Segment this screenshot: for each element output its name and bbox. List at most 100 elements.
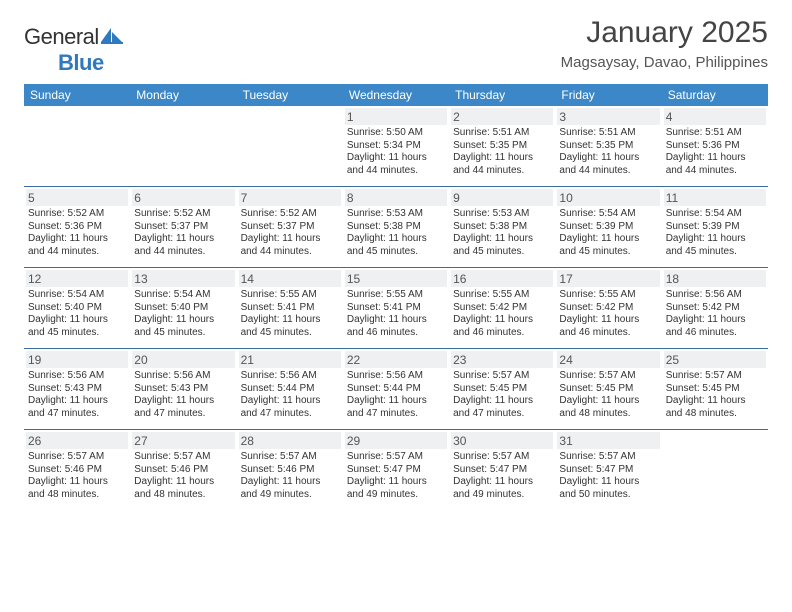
day-details: Sunrise: 5:57 AM Sunset: 5:45 PM Dayligh… — [559, 370, 657, 420]
day-number: 26 — [26, 432, 128, 449]
calendar-day-cell: 8Sunrise: 5:53 AM Sunset: 5:38 PM Daylig… — [343, 187, 449, 267]
day-details: Sunrise: 5:54 AM Sunset: 5:40 PM Dayligh… — [134, 289, 232, 339]
day-details: Sunrise: 5:57 AM Sunset: 5:45 PM Dayligh… — [666, 370, 764, 420]
day-number: 6 — [132, 189, 234, 206]
calendar-day-cell: 28Sunrise: 5:57 AM Sunset: 5:46 PM Dayli… — [237, 430, 343, 510]
day-number: 13 — [132, 270, 234, 287]
calendar-day-cell: 4 Sunrise: 5:51 AM Sunset: 5:36 PM Daylig… — [662, 106, 768, 186]
calendar-day-cell — [24, 106, 130, 186]
day-details: Sunrise: 5:56 AM Sunset: 5:44 PM Dayligh… — [241, 370, 339, 420]
day-details: Sunrise: 5:55 AM Sunset: 5:41 PM Dayligh… — [347, 289, 445, 339]
dow-header-cell: Thursday — [449, 84, 555, 106]
calendar-day-cell — [662, 430, 768, 510]
day-number: 3 — [557, 108, 659, 125]
dow-header-cell: Monday — [130, 84, 236, 106]
day-number: 4 — [664, 108, 766, 125]
day-number — [664, 432, 766, 435]
day-details: Sunrise: 5:56 AM Sunset: 5:42 PM Dayligh… — [666, 289, 764, 339]
day-number: 1 — [345, 108, 447, 125]
calendar-day-cell: 17Sunrise: 5:55 AM Sunset: 5:42 PM Dayli… — [555, 268, 661, 348]
day-number: 5 — [26, 189, 128, 206]
page: General Blue January 2025 Magsaysay, Dav… — [0, 0, 792, 612]
calendar-day-cell — [130, 106, 236, 186]
day-number: 16 — [451, 270, 553, 287]
calendar-day-cell: 26 Sunrise: 5:57 AM Sunset: 5:46 PM Dayli… — [24, 430, 130, 510]
calendar-day-cell: 5 Sunrise: 5:52 AM Sunset: 5:36 PM Daylig… — [24, 187, 130, 267]
dow-header-cell: Sunday — [24, 84, 130, 106]
day-details: Sunrise: 5:51 AM Sunset: 5:36 PM Dayligh… — [666, 127, 764, 177]
day-number: 27 — [132, 432, 234, 449]
dow-header-cell: Saturday — [662, 84, 768, 106]
day-details: Sunrise: 5:56 AM Sunset: 5:44 PM Dayligh… — [347, 370, 445, 420]
calendar-day-cell: 31Sunrise: 5:57 AM Sunset: 5:47 PM Dayli… — [555, 430, 661, 510]
day-number: 7 — [239, 189, 341, 206]
day-details: Sunrise: 5:56 AM Sunset: 5:43 PM Dayligh… — [28, 370, 126, 420]
calendar-day-cell: 27 Sunrise: 5:57 AM Sunset: 5:46 PM Dayli… — [130, 430, 236, 510]
calendar-week-row: 5 Sunrise: 5:52 AM Sunset: 5:36 PM Daylig… — [24, 187, 768, 268]
day-of-week-header: SundayMondayTuesdayWednesdayThursdayFrid… — [24, 84, 768, 106]
calendar-day-cell: 25 Sunrise: 5:57 AM Sunset: 5:45 PM Dayli… — [662, 349, 768, 429]
dow-header-cell: Wednesday — [343, 84, 449, 106]
day-details: Sunrise: 5:54 AM Sunset: 5:40 PM Dayligh… — [28, 289, 126, 339]
day-details: Sunrise: 5:56 AM Sunset: 5:43 PM Dayligh… — [134, 370, 232, 420]
day-number — [132, 108, 234, 111]
calendar-day-cell: 21 Sunrise: 5:56 AM Sunset: 5:44 PM Dayli… — [237, 349, 343, 429]
day-number: 28 — [239, 432, 341, 449]
day-number — [239, 108, 341, 111]
calendar-day-cell: 12 Sunrise: 5:54 AM Sunset: 5:40 PM Dayli… — [24, 268, 130, 348]
day-details: Sunrise: 5:57 AM Sunset: 5:46 PM Dayligh… — [134, 451, 232, 501]
calendar-day-cell: 1Sunrise: 5:50 AM Sunset: 5:34 PM Daylig… — [343, 106, 449, 186]
day-number: 25 — [664, 351, 766, 368]
calendar-week-row: 19 Sunrise: 5:56 AM Sunset: 5:43 PM Dayli… — [24, 349, 768, 430]
day-details: Sunrise: 5:54 AM Sunset: 5:39 PM Dayligh… — [559, 208, 657, 258]
day-details: Sunrise: 5:55 AM Sunset: 5:42 PM Dayligh… — [559, 289, 657, 339]
page-subtitle: Magsaysay, Davao, Philippines — [561, 54, 768, 71]
logo-sail-icon — [101, 28, 123, 49]
calendar-week-row: 26 Sunrise: 5:57 AM Sunset: 5:46 PM Dayli… — [24, 430, 768, 510]
calendar-day-cell: 19 Sunrise: 5:56 AM Sunset: 5:43 PM Dayli… — [24, 349, 130, 429]
day-details: Sunrise: 5:57 AM Sunset: 5:46 PM Dayligh… — [28, 451, 126, 501]
dow-header-cell: Tuesday — [237, 84, 343, 106]
calendar-day-cell: 15Sunrise: 5:55 AM Sunset: 5:41 PM Dayli… — [343, 268, 449, 348]
day-number: 12 — [26, 270, 128, 287]
day-number: 30 — [451, 432, 553, 449]
calendar-day-cell: 3 Sunrise: 5:51 AM Sunset: 5:35 PM Daylig… — [555, 106, 661, 186]
calendar-day-cell: 24 Sunrise: 5:57 AM Sunset: 5:45 PM Dayli… — [555, 349, 661, 429]
day-number: 22 — [345, 351, 447, 368]
calendar-week-row: 12 Sunrise: 5:54 AM Sunset: 5:40 PM Dayli… — [24, 268, 768, 349]
calendar-day-cell: 18 Sunrise: 5:56 AM Sunset: 5:42 PM Dayli… — [662, 268, 768, 348]
day-details: Sunrise: 5:54 AM Sunset: 5:39 PM Dayligh… — [666, 208, 764, 258]
day-details: Sunrise: 5:53 AM Sunset: 5:38 PM Dayligh… — [453, 208, 551, 258]
day-number: 2 — [451, 108, 553, 125]
calendar-week-row: 1Sunrise: 5:50 AM Sunset: 5:34 PM Daylig… — [24, 106, 768, 187]
day-number: 24 — [557, 351, 659, 368]
day-details: Sunrise: 5:52 AM Sunset: 5:36 PM Dayligh… — [28, 208, 126, 258]
brand-logo: General Blue — [24, 24, 124, 76]
calendar-day-cell: 7Sunrise: 5:52 AM Sunset: 5:37 PM Daylig… — [237, 187, 343, 267]
calendar-day-cell: 20 Sunrise: 5:56 AM Sunset: 5:43 PM Dayli… — [130, 349, 236, 429]
calendar-day-cell: 11 Sunrise: 5:54 AM Sunset: 5:39 PM Dayli… — [662, 187, 768, 267]
day-details: Sunrise: 5:51 AM Sunset: 5:35 PM Dayligh… — [559, 127, 657, 177]
brand-text-2: Blue — [58, 50, 104, 75]
day-number: 23 — [451, 351, 553, 368]
day-details: Sunrise: 5:52 AM Sunset: 5:37 PM Dayligh… — [134, 208, 232, 258]
day-details: Sunrise: 5:55 AM Sunset: 5:41 PM Dayligh… — [241, 289, 339, 339]
calendar-day-cell: 23 Sunrise: 5:57 AM Sunset: 5:45 PM Dayli… — [449, 349, 555, 429]
calendar-day-cell: 2 Sunrise: 5:51 AM Sunset: 5:35 PM Daylig… — [449, 106, 555, 186]
day-number: 19 — [26, 351, 128, 368]
day-number: 20 — [132, 351, 234, 368]
day-number — [26, 108, 128, 111]
page-title: January 2025 — [586, 16, 768, 50]
day-number: 31 — [557, 432, 659, 449]
day-details: Sunrise: 5:51 AM Sunset: 5:35 PM Dayligh… — [453, 127, 551, 177]
day-number: 21 — [239, 351, 341, 368]
calendar-day-cell: 9Sunrise: 5:53 AM Sunset: 5:38 PM Daylig… — [449, 187, 555, 267]
calendar-day-cell: 16Sunrise: 5:55 AM Sunset: 5:42 PM Dayli… — [449, 268, 555, 348]
calendar-day-cell: 13 Sunrise: 5:54 AM Sunset: 5:40 PM Dayli… — [130, 268, 236, 348]
day-details: Sunrise: 5:57 AM Sunset: 5:47 PM Dayligh… — [347, 451, 445, 501]
day-number: 11 — [664, 189, 766, 206]
day-details: Sunrise: 5:57 AM Sunset: 5:45 PM Dayligh… — [453, 370, 551, 420]
day-number: 18 — [664, 270, 766, 287]
calendar-day-cell: 6 Sunrise: 5:52 AM Sunset: 5:37 PM Daylig… — [130, 187, 236, 267]
calendar-day-cell: 14Sunrise: 5:55 AM Sunset: 5:41 PM Dayli… — [237, 268, 343, 348]
